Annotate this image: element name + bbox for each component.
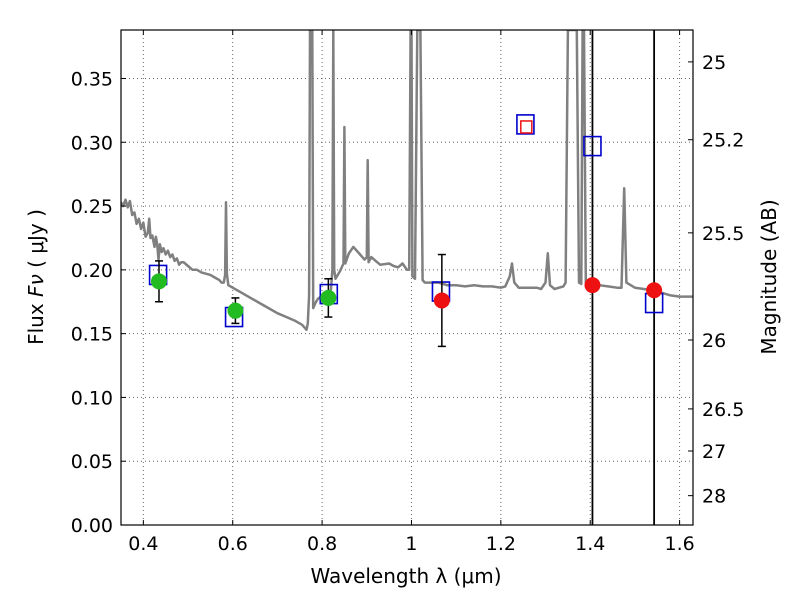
observed-flux-point (433, 292, 450, 309)
observed-flux-point (150, 273, 167, 290)
x-tick-label: 1.6 (664, 533, 694, 555)
right-tick-label: 26 (702, 330, 726, 352)
right-tick-label: 28 (702, 486, 726, 508)
observed-flux-point (646, 282, 663, 299)
y-tick-label: 0.05 (71, 451, 113, 473)
y-axis-label-symbol: Fν (24, 274, 48, 297)
observed-flux-point (320, 289, 337, 306)
x-tick-label: 1.4 (575, 533, 605, 555)
upper-limit-square (520, 120, 533, 134)
right-tick-label: 25.5 (702, 223, 744, 245)
x-tick-label: 0.6 (218, 533, 248, 555)
observed-flux-point (584, 277, 601, 294)
y-tick-label: 0.20 (71, 260, 113, 282)
x-axis-label: Wavelength λ (μm) (310, 564, 501, 588)
axes: 0.4 0.6 0.8 1 1.2 1.4 1.6 0.00 0.05 0.10 0.15 0.20 0… (71, 30, 744, 555)
model-photometry-square (583, 135, 602, 157)
right-axis-label: Magnitude (AB) (757, 199, 781, 354)
y-tick-label: 0.10 (71, 387, 113, 409)
right-tick-label: 25 (702, 52, 726, 74)
y-tick-label: 0.00 (71, 515, 113, 537)
y-axis-label-prefix: Flux (24, 297, 48, 345)
x-tick-label: 1.2 (486, 533, 516, 555)
model-photometry-square (516, 114, 535, 135)
x-tick-label: 1 (405, 533, 417, 555)
series-layer (121, 30, 693, 525)
y-tick-label: 0.30 (71, 132, 113, 154)
model-spectrum-line (121, 30, 693, 332)
x-tick-label: 0.8 (307, 533, 337, 555)
right-tick-label: 25.2 (702, 130, 744, 152)
y-tick-label: 0.25 (71, 196, 113, 218)
y-axis-label-suffix: ( μJy ) (24, 209, 48, 274)
right-tick-label: 27 (702, 441, 726, 463)
observed-flux-point (227, 302, 244, 319)
plot-frame (120, 29, 694, 526)
y-tick-label: 0.15 (71, 324, 113, 346)
grid (121, 30, 693, 526)
y-tick-label: 0.35 (71, 68, 113, 90)
right-tick-label: 26.5 (702, 399, 744, 421)
y-axis-label: Flux Fν ( μJy ) (24, 209, 48, 345)
x-tick-label: 0.4 (128, 533, 158, 555)
